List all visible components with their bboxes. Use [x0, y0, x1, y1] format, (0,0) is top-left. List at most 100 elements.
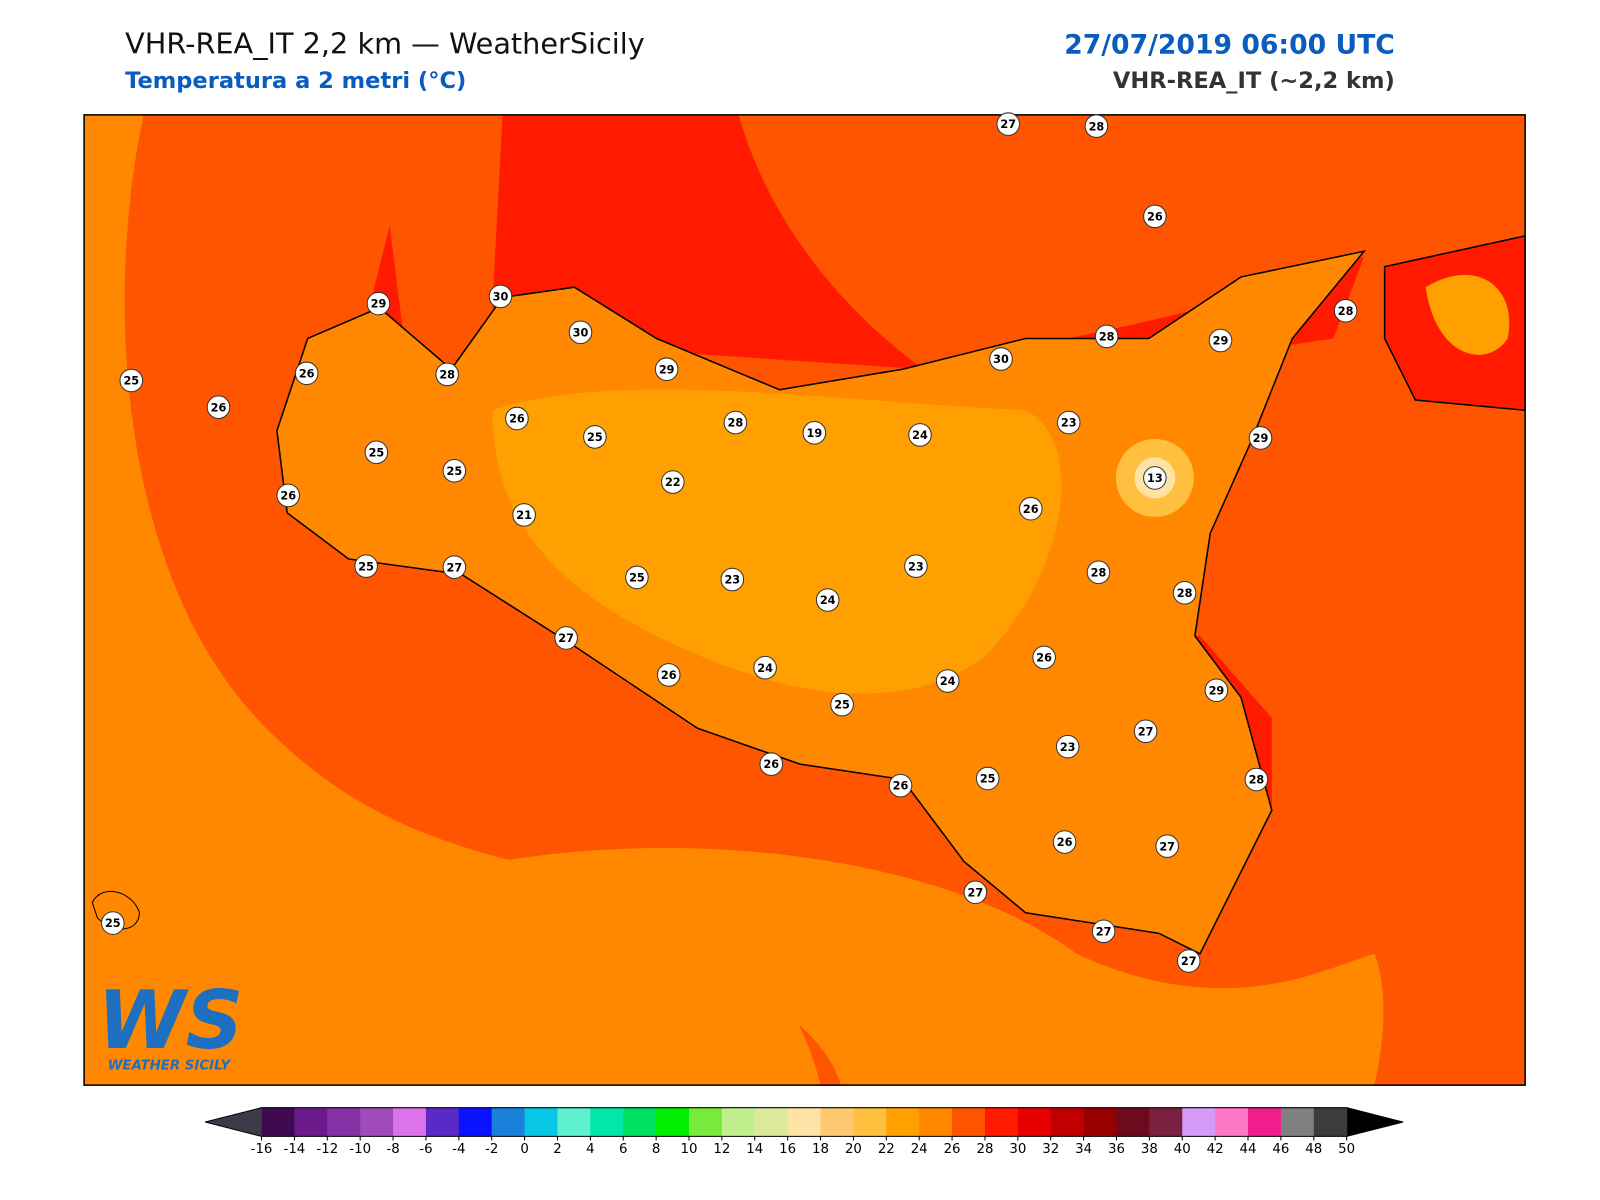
colorbar-tick-label: 42 — [1207, 1142, 1224, 1157]
field — [1425, 274, 1510, 355]
station-marker — [753, 655, 777, 680]
station-marker — [656, 663, 681, 687]
colorbar-tick-label: 40 — [1174, 1142, 1191, 1157]
colorbar-tick-label: 38 — [1141, 1142, 1158, 1157]
station-value: 23 — [1061, 417, 1077, 430]
station-value: 28 — [1099, 331, 1115, 344]
station-marker — [488, 284, 513, 309]
station-value: 26 — [1023, 503, 1039, 516]
station-value: 27 — [1181, 955, 1197, 968]
colorbar-tick-label: 4 — [586, 1142, 594, 1157]
colorbar-bin — [393, 1107, 427, 1137]
station-marker — [1155, 834, 1179, 858]
colorbar-bin — [919, 1107, 953, 1137]
station-value: 19 — [807, 427, 823, 440]
station-marker — [1094, 324, 1119, 349]
colorbar-bin — [853, 1107, 887, 1137]
station-value: 26 — [893, 780, 909, 793]
station-marker — [661, 470, 685, 494]
colorbar-tick-label: -4 — [452, 1142, 465, 1157]
station-marker — [442, 458, 467, 483]
station-marker — [996, 112, 1020, 136]
station-marker — [723, 410, 748, 435]
field — [410, 847, 1384, 1086]
station-marker — [276, 483, 300, 508]
station-marker — [830, 692, 854, 717]
station-value: 26 — [661, 669, 677, 682]
station-marker — [1133, 719, 1158, 744]
station-marker — [759, 752, 784, 776]
colorbar-tick-label: 28 — [976, 1142, 993, 1157]
colorbar-tick-label: 8 — [652, 1142, 660, 1157]
station-value: 25 — [447, 465, 463, 478]
colorbar-tick-label: 46 — [1272, 1142, 1289, 1157]
colorbar: -16 -14 -12 -10 -8 -6 -4 -2 0 2 4 6 8 10 12 14 16 18 20 22 2… — [205, 1107, 1404, 1157]
station-value: 25 — [834, 699, 850, 712]
colorbar-bin — [590, 1107, 624, 1137]
station-marker — [904, 554, 928, 578]
station-value: 26 — [509, 413, 525, 426]
colorbar-bin — [458, 1107, 493, 1137]
station-marker — [888, 773, 913, 798]
colorbar-tick-label: -12 — [316, 1142, 338, 1157]
station-value: 28 — [1338, 305, 1354, 318]
station-marker — [1032, 645, 1056, 670]
station-marker — [505, 406, 529, 431]
station-value: 28 — [728, 417, 744, 430]
station-marker — [963, 880, 988, 905]
colorbar-bin — [787, 1107, 822, 1137]
colorbar-tick-label: -16 — [251, 1142, 273, 1157]
station-marker — [975, 766, 1000, 791]
station-value: 27 — [1159, 840, 1175, 853]
colorbar-tick-label: 18 — [812, 1142, 829, 1157]
station-value: 29 — [1213, 335, 1229, 348]
colorbar-tick-label: 12 — [713, 1142, 730, 1157]
colorbar-tick-label: -8 — [386, 1142, 399, 1157]
colorbar-bin — [820, 1107, 854, 1137]
station-value: 30 — [993, 353, 1009, 366]
station-value: 29 — [1253, 432, 1269, 445]
station-marker — [908, 423, 932, 447]
colorbar-tick-label: -6 — [419, 1142, 432, 1157]
station-value: 25 — [587, 431, 603, 444]
colorbar-bin — [1050, 1107, 1085, 1137]
colorbar-tick-label: 36 — [1108, 1142, 1125, 1157]
station-marker — [554, 626, 578, 650]
station-value: 22 — [665, 476, 681, 489]
station-marker — [1333, 298, 1358, 323]
station-value: 29 — [659, 363, 675, 376]
map-frame — [83, 114, 1526, 1086]
station-marker — [568, 320, 593, 345]
station-value: 26 — [1057, 836, 1073, 849]
colorbar-tick-label: 32 — [1042, 1142, 1059, 1157]
station-marker — [1052, 830, 1077, 854]
station-marker — [802, 421, 827, 445]
colorbar-bin — [1116, 1107, 1150, 1137]
colorbar-bin — [1149, 1107, 1183, 1137]
colorbar-bin — [524, 1107, 558, 1137]
colorbar-tick-label: -14 — [284, 1142, 306, 1157]
station-value: 26 — [763, 758, 779, 771]
station-marker — [364, 440, 389, 465]
station-value: 27 — [447, 561, 463, 574]
station-value: 27 — [1000, 118, 1016, 131]
colorbar-tick-label: 20 — [845, 1142, 862, 1157]
colorbar-tick-label: 44 — [1240, 1142, 1257, 1157]
colorbar-bin — [425, 1107, 460, 1137]
colorbar-tick-label: 2 — [553, 1142, 561, 1157]
station-value: 28 — [1177, 587, 1193, 600]
field — [492, 389, 1062, 694]
colorbar-tick-label: 34 — [1075, 1142, 1092, 1157]
colorbar-bin — [952, 1107, 986, 1137]
colorbar-tick-label: 24 — [911, 1142, 928, 1157]
station-marker — [1204, 678, 1229, 703]
logo-name: WEATHER SICILY — [108, 1059, 232, 1074]
station-value: 26 — [1147, 211, 1163, 224]
colorbar-tick-label: 16 — [779, 1142, 796, 1157]
station-value: 26 — [280, 489, 296, 502]
colorbar-over — [1346, 1107, 1404, 1137]
map-area — [84, 114, 1526, 1086]
station-value: 27 — [968, 886, 984, 899]
colorbar-tick-label: 30 — [1009, 1142, 1026, 1157]
